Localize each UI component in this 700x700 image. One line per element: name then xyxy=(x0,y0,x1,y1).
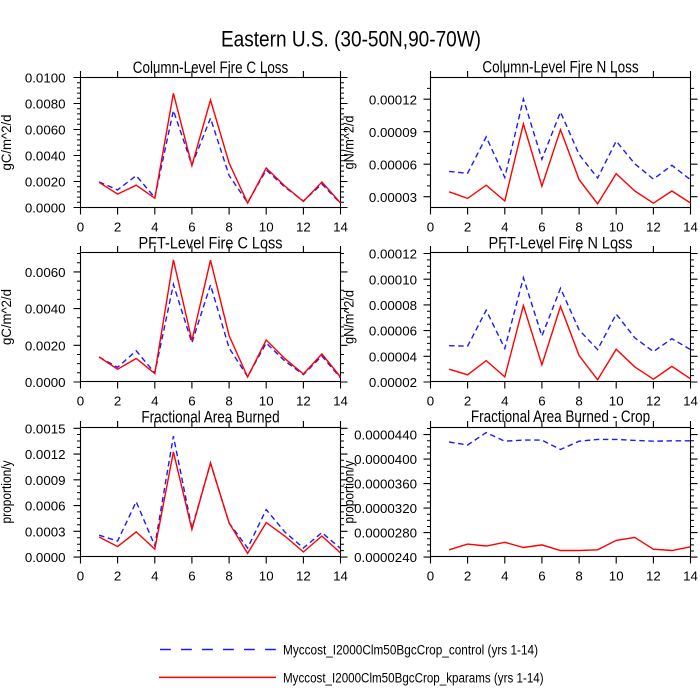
svg-text:0.0000320: 0.0000320 xyxy=(354,501,417,516)
svg-text:Eastern U.S. (30-50N,90-70W): Eastern U.S. (30-50N,90-70W) xyxy=(221,27,481,52)
svg-text:0.0000280: 0.0000280 xyxy=(354,526,417,541)
svg-text:PFT-Level Fire C Loss: PFT-Level Fire C Loss xyxy=(139,234,283,253)
svg-text:0.0000: 0.0000 xyxy=(25,375,66,390)
svg-text:6: 6 xyxy=(538,569,545,584)
svg-text:8: 8 xyxy=(575,569,582,584)
svg-text:gC/m^2/d: gC/m^2/d xyxy=(0,115,14,171)
svg-text:0.00006: 0.00006 xyxy=(369,324,417,339)
svg-text:14: 14 xyxy=(333,220,348,235)
svg-text:6: 6 xyxy=(188,394,195,409)
svg-text:8: 8 xyxy=(225,220,232,235)
svg-text:0.00012: 0.00012 xyxy=(369,247,417,262)
svg-text:Column-Level Fire N Loss: Column-Level Fire N Loss xyxy=(482,58,638,77)
svg-text:0.0060: 0.0060 xyxy=(25,123,66,138)
svg-text:10: 10 xyxy=(609,220,624,235)
svg-text:14: 14 xyxy=(683,220,698,235)
svg-text:2: 2 xyxy=(114,394,121,409)
svg-text:12: 12 xyxy=(296,220,311,235)
svg-text:6: 6 xyxy=(188,220,195,235)
svg-text:2: 2 xyxy=(114,569,121,584)
svg-text:0: 0 xyxy=(427,394,434,409)
svg-text:0: 0 xyxy=(77,394,84,409)
svg-text:14: 14 xyxy=(333,394,348,409)
svg-text:0.0000440: 0.0000440 xyxy=(354,428,417,443)
svg-text:0.0080: 0.0080 xyxy=(25,97,66,112)
svg-text:Myccost_I2000Clm50BgcCrop_kpar: Myccost_I2000Clm50BgcCrop_kparams (yrs 1… xyxy=(283,671,544,686)
svg-text:0.00003: 0.00003 xyxy=(369,190,417,205)
svg-text:8: 8 xyxy=(575,220,582,235)
svg-text:proportion/y: proportion/y xyxy=(0,460,14,523)
svg-text:2: 2 xyxy=(114,220,121,235)
svg-text:6: 6 xyxy=(188,569,195,584)
svg-text:10: 10 xyxy=(609,569,624,584)
svg-text:0: 0 xyxy=(427,220,434,235)
svg-text:12: 12 xyxy=(296,394,311,409)
svg-text:gN/m^2/d: gN/m^2/d xyxy=(342,290,357,344)
svg-text:0.0100: 0.0100 xyxy=(25,71,66,86)
svg-text:14: 14 xyxy=(333,569,348,584)
svg-text:0.0009: 0.0009 xyxy=(25,473,66,488)
svg-text:0: 0 xyxy=(77,569,84,584)
svg-text:0.0000: 0.0000 xyxy=(25,550,66,565)
svg-text:4: 4 xyxy=(501,569,508,584)
svg-text:4: 4 xyxy=(151,394,158,409)
svg-text:0.00002: 0.00002 xyxy=(369,375,417,390)
svg-text:10: 10 xyxy=(259,220,274,235)
svg-text:8: 8 xyxy=(575,394,582,409)
svg-text:0: 0 xyxy=(427,569,434,584)
svg-text:0.0020: 0.0020 xyxy=(25,338,66,353)
svg-text:0.0000360: 0.0000360 xyxy=(354,477,417,492)
svg-text:0.0003: 0.0003 xyxy=(25,524,66,539)
svg-text:0.0006: 0.0006 xyxy=(25,499,66,514)
svg-text:Column-Level Fire C Loss: Column-Level Fire C Loss xyxy=(133,58,289,77)
svg-text:0.00012: 0.00012 xyxy=(369,92,417,107)
svg-text:12: 12 xyxy=(646,220,661,235)
svg-text:10: 10 xyxy=(259,569,274,584)
svg-text:0.00004: 0.00004 xyxy=(369,349,417,364)
svg-text:4: 4 xyxy=(501,220,508,235)
svg-text:gC/m^2/d: gC/m^2/d xyxy=(0,289,14,345)
svg-text:0.00008: 0.00008 xyxy=(369,298,417,313)
svg-text:12: 12 xyxy=(296,569,311,584)
svg-text:2: 2 xyxy=(464,394,471,409)
svg-text:6: 6 xyxy=(538,220,545,235)
svg-text:8: 8 xyxy=(225,394,232,409)
svg-text:4: 4 xyxy=(151,220,158,235)
svg-text:0.0060: 0.0060 xyxy=(25,265,66,280)
svg-text:0.0000240: 0.0000240 xyxy=(354,550,417,565)
svg-text:4: 4 xyxy=(501,394,508,409)
svg-text:proportion/y: proportion/y xyxy=(342,460,357,523)
svg-text:14: 14 xyxy=(683,394,698,409)
svg-text:0: 0 xyxy=(77,220,84,235)
svg-text:0.0040: 0.0040 xyxy=(25,149,66,164)
svg-text:0.0015: 0.0015 xyxy=(25,421,66,436)
svg-text:12: 12 xyxy=(646,569,661,584)
svg-text:8: 8 xyxy=(225,569,232,584)
svg-text:0.0020: 0.0020 xyxy=(25,175,66,190)
svg-text:10: 10 xyxy=(259,394,274,409)
svg-text:0.00006: 0.00006 xyxy=(369,157,417,172)
svg-text:0.0000: 0.0000 xyxy=(25,201,66,216)
svg-text:Myccost_I2000Clm50BgcCrop_cont: Myccost_I2000Clm50BgcCrop_control (yrs 1… xyxy=(283,643,538,658)
svg-text:0.0012: 0.0012 xyxy=(25,447,66,462)
svg-text:6: 6 xyxy=(538,394,545,409)
svg-text:4: 4 xyxy=(151,569,158,584)
svg-text:14: 14 xyxy=(683,569,698,584)
svg-text:10: 10 xyxy=(609,394,624,409)
svg-text:Fractional Area Burned: Fractional Area Burned xyxy=(141,408,279,427)
svg-text:0.00009: 0.00009 xyxy=(369,125,417,140)
svg-text:0.0000400: 0.0000400 xyxy=(354,452,417,467)
svg-text:gN/m^2/d: gN/m^2/d xyxy=(342,116,357,170)
svg-text:2: 2 xyxy=(464,220,471,235)
svg-text:PFT-Level Fire N Loss: PFT-Level Fire N Loss xyxy=(489,234,633,253)
svg-text:12: 12 xyxy=(646,394,661,409)
svg-text:Fractional Area Burned - Crop: Fractional Area Burned - Crop xyxy=(471,407,650,426)
svg-text:0.0040: 0.0040 xyxy=(25,302,66,317)
svg-text:0.00010: 0.00010 xyxy=(369,272,417,287)
svg-text:2: 2 xyxy=(464,569,471,584)
